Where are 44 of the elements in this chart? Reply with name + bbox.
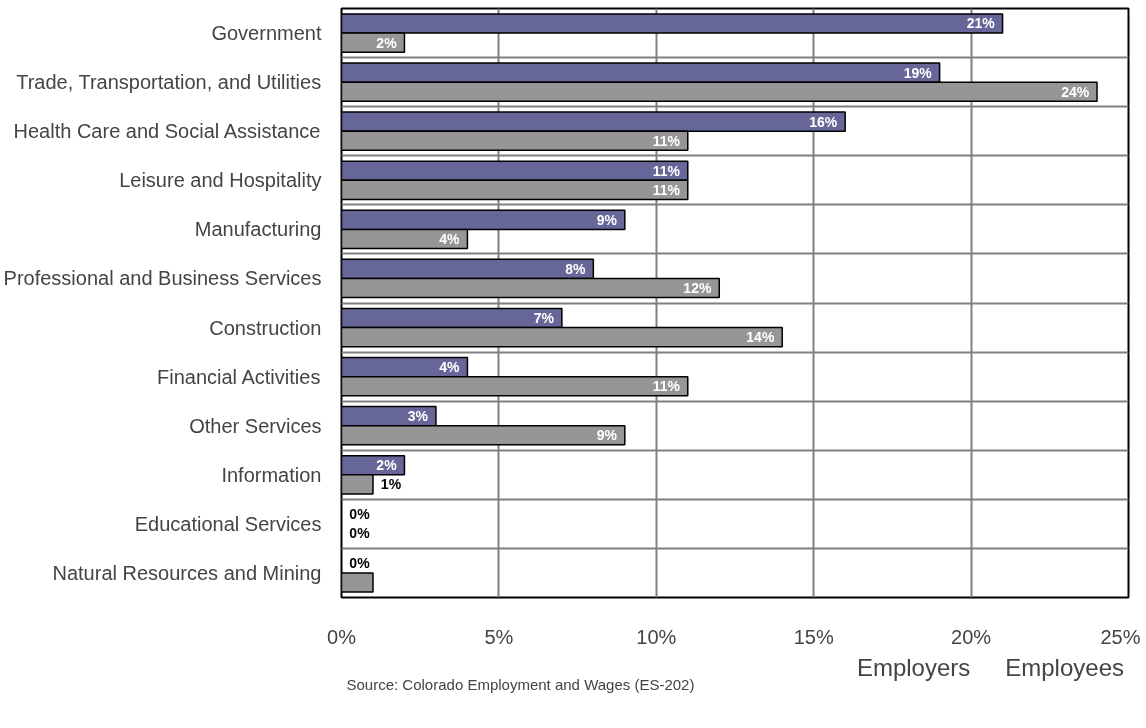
y-tick-label: Trade, Transportation, and Utilities: [16, 71, 322, 94]
y-tick-label: Professional and Business Services: [3, 267, 322, 290]
x-tick-label: 5%: [484, 625, 514, 648]
y-tick-label: Manufacturing: [194, 218, 322, 241]
data-label: 7%: [533, 309, 555, 326]
data-label: 21%: [966, 15, 996, 32]
data-label: 1%: [380, 476, 402, 493]
text: Employers: [856, 654, 971, 682]
data-label: 12%: [683, 280, 712, 297]
x-tick-label: 25%: [1100, 625, 1141, 648]
data-label: 2%: [376, 34, 398, 51]
y-tick-label: Natural Resources and Mining: [52, 561, 322, 584]
data-label: 0%: [349, 525, 371, 542]
data-label: 2%: [376, 457, 398, 474]
data-label: 0%: [349, 506, 371, 523]
data-label: 9%: [596, 427, 618, 444]
y-tick-label: Other Services: [189, 414, 322, 437]
y-tick-label: Construction: [209, 316, 322, 339]
data-label: 11%: [652, 132, 681, 149]
data-label: 16%: [809, 113, 838, 130]
data-label: 4%: [439, 230, 461, 247]
data-label: 24%: [1061, 83, 1090, 100]
data-label: 3%: [407, 408, 429, 425]
y-tick-label: Government: [211, 22, 322, 45]
data-label: 11%: [652, 378, 681, 395]
data-label: 11%: [652, 181, 681, 198]
data-label: 14%: [746, 329, 775, 346]
data-label: 8%: [565, 260, 587, 277]
x-tick-label: 20%: [951, 625, 992, 648]
x-tick-label: 10%: [636, 625, 677, 648]
data-label: 4%: [439, 359, 461, 376]
data-label: 0%: [349, 555, 371, 572]
y-tick-label: Leisure and Hospitality: [119, 169, 322, 192]
y-tick-label: Financial Activities: [157, 365, 321, 388]
y-tick-label: Health Care and Social Assistance: [13, 120, 321, 143]
data-label: 9%: [596, 211, 618, 228]
x-tick-label: 15%: [793, 625, 834, 648]
x-tick-label: 0%: [327, 625, 357, 648]
text: Employees: [1005, 654, 1124, 682]
data-label: 11%: [652, 162, 681, 179]
y-tick-label: Information: [221, 463, 322, 486]
y-tick-label: Educational Services: [134, 512, 322, 535]
data-label: 19%: [903, 64, 933, 81]
source-note: Source: Colorado Employment and Wages (ES-202): [346, 675, 695, 693]
